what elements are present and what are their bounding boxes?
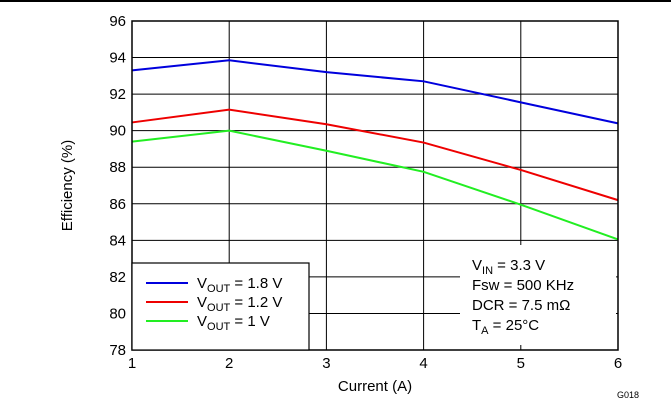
y-tick-label: 86 — [109, 196, 126, 213]
y-tick-labels: 78 80 82 84 86 88 90 92 94 96 — [109, 13, 126, 359]
series-group — [131, 59, 619, 241]
x-tick-label: 5 — [517, 355, 525, 372]
x-tick-label: 1 — [128, 355, 136, 372]
legend-entry: VOUT = 1.8 V — [197, 275, 282, 295]
y-tick-label: 94 — [109, 50, 126, 67]
y-tick-label: 90 — [109, 123, 126, 140]
x-axis-label: Current (A) — [338, 378, 412, 395]
x-tick-labels: 1 2 3 4 5 6 — [128, 355, 622, 372]
annotation-line: VIN = 3.3 V — [472, 257, 545, 277]
plot-frame — [131, 20, 619, 351]
annotation-line: DCR = 7.5 mΩ — [472, 297, 570, 314]
y-tick-label: 92 — [109, 86, 126, 103]
legend-entry: VOUT = 1 V — [197, 313, 270, 333]
series-line — [131, 108, 619, 202]
legend-box — [131, 262, 310, 351]
figure-id: G018 — [617, 390, 639, 400]
y-tick-label: 82 — [109, 269, 126, 286]
y-tick-label: 84 — [109, 232, 126, 249]
y-tick-label: 80 — [109, 305, 126, 322]
x-tick-label: 2 — [225, 355, 233, 372]
annotation-line: Fsw = 500 KHz — [472, 277, 574, 294]
series-line — [131, 129, 619, 241]
annotation-background — [460, 245, 616, 345]
series-line — [131, 59, 619, 125]
y-tick-label: 88 — [109, 159, 126, 176]
y-axis-label: Efficiency (%) — [59, 140, 76, 231]
y-tick-label: 96 — [109, 13, 126, 30]
top-rule — [0, 0, 671, 2]
y-tick-label: 78 — [109, 342, 126, 359]
x-tick-label: 6 — [614, 355, 622, 372]
x-tick-label: 4 — [419, 355, 427, 372]
legend-entry: VOUT = 1.2 V — [197, 294, 282, 314]
x-tick-label: 3 — [322, 355, 330, 372]
annotation-line: TA = 25°C — [472, 317, 539, 337]
